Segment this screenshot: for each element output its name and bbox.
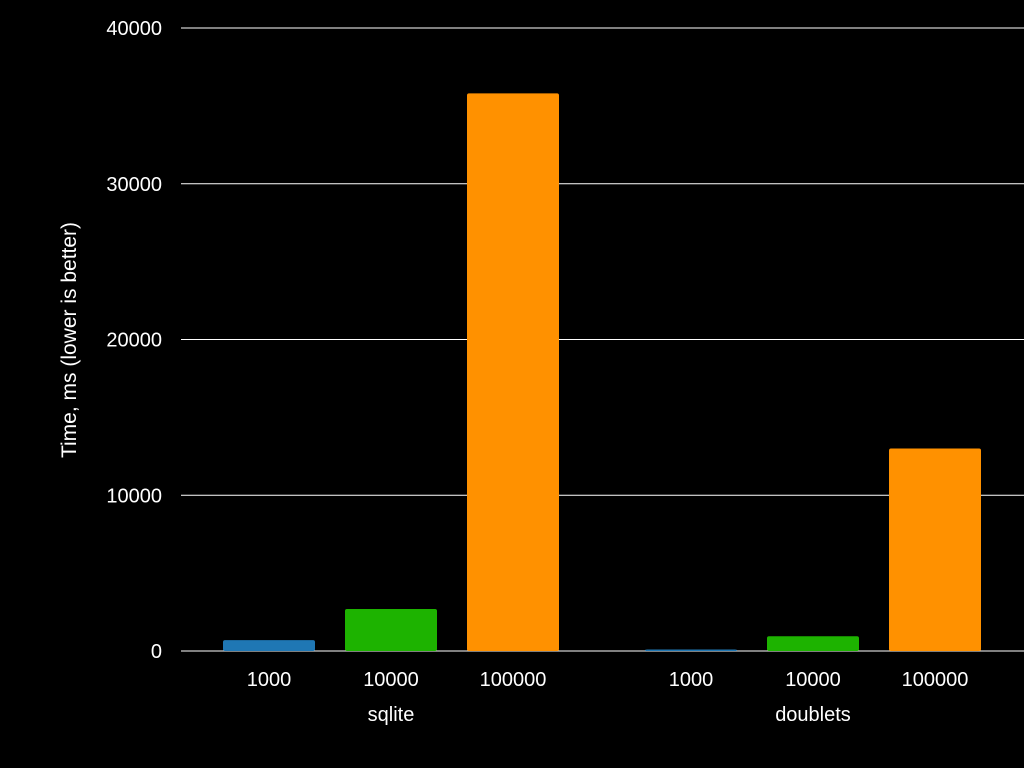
y-tick-label: 0 [151, 641, 162, 663]
x-tick-label: 1000 [669, 669, 714, 691]
bar-doublets-100000 [889, 448, 981, 651]
group-label: sqlite [368, 704, 415, 726]
y-tick-label: 10000 [106, 485, 162, 507]
x-tick-label: 100000 [902, 669, 969, 691]
bar-sqlite-100000 [467, 93, 559, 652]
bar-sqlite-10000 [345, 608, 437, 651]
y-tick-label: 20000 [106, 330, 162, 352]
x-tick-label: 10000 [363, 669, 419, 691]
group-label: doublets [775, 704, 851, 726]
y-axis-ticks: 0 10000 20000 30000 40000 [106, 18, 162, 663]
bar-doublets-10000 [767, 636, 859, 651]
bar-sqlite-1000 [223, 640, 315, 651]
group-labels: sqlite doublets [368, 704, 851, 726]
y-axis-label: Time, ms (lower is better) [58, 222, 81, 458]
x-tick-label: 10000 [785, 669, 841, 691]
bar-doublets-1000 [645, 649, 737, 651]
bars [223, 93, 981, 652]
y-tick-label: 30000 [106, 174, 162, 196]
x-tick-label: 100000 [480, 669, 547, 691]
x-tick-label: 1000 [247, 669, 292, 691]
x-axis-ticks: 1000 10000 100000 1000 10000 100000 [247, 669, 969, 691]
gridlines [181, 27, 1024, 652]
y-tick-label: 40000 [106, 18, 162, 40]
